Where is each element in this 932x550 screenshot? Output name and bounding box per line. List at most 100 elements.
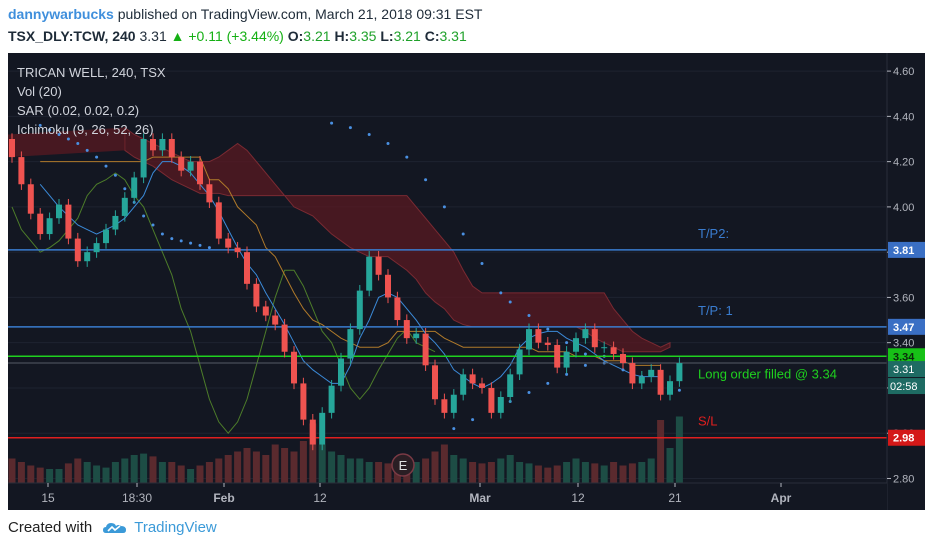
chikou-span-line [11, 172, 436, 434]
price-tick-label: 4.60 [893, 66, 914, 78]
open-label: O: [287, 28, 304, 44]
volume-bar [619, 465, 627, 483]
candle-body [544, 342, 551, 345]
price-label-text: 3.81 [893, 245, 914, 257]
price-axis[interactable]: 4.604.404.204.003.803.603.403.203.002.80… [886, 53, 925, 510]
volume-bar [657, 420, 665, 483]
sar-dot [66, 137, 70, 141]
volume-bar [46, 469, 54, 483]
volume-bar [243, 448, 251, 483]
sar-dot [330, 121, 334, 125]
price-label-badge [888, 241, 925, 258]
time-tick-label: 15 [41, 491, 55, 505]
high-value: 3.35 [349, 28, 377, 44]
volume-bar [168, 462, 176, 483]
volume-bar [17, 462, 25, 483]
sar-dot [452, 427, 456, 431]
ichimoku-cloud [8, 126, 671, 353]
sar-dot [104, 164, 108, 168]
candle-body [46, 218, 53, 235]
sar-dot [565, 372, 569, 376]
volume-bar [516, 462, 524, 483]
candle-body [244, 252, 250, 284]
candle-body [215, 202, 222, 239]
candle-body [469, 374, 476, 384]
time-axis[interactable]: 15 18:30 Feb 12 Mar 12 21 Apr [8, 482, 887, 510]
candle-body [526, 329, 532, 350]
volume-bar [27, 465, 35, 483]
symbol-line: TSX_DLY:TCW, 240 3.31 ▲ +0.11 (+3.44%) O… [8, 28, 467, 44]
price-chart[interactable]: T/P2: T/P: 1 Long order filled @ 3.34 S/L 4… [8, 53, 925, 510]
tradingview-brand[interactable]: TradingView [134, 519, 217, 536]
volume-bar [64, 463, 72, 483]
candle-body [375, 256, 382, 275]
candle-body [74, 238, 81, 262]
volume-bar [318, 444, 326, 483]
sar-dot [85, 148, 89, 152]
sar-dot [95, 155, 99, 159]
candle-body [629, 363, 636, 384]
price-line-label: T/P2: [698, 226, 729, 241]
volume-bar [487, 462, 495, 483]
candle-body [187, 161, 194, 171]
candle-body [450, 394, 457, 413]
volume-bar [149, 456, 157, 483]
volume-bar [375, 462, 383, 483]
candle-body [479, 383, 485, 388]
candle-body [601, 347, 608, 349]
volume-bar [262, 455, 270, 483]
sar-dot [207, 246, 211, 250]
price-label-badge [888, 429, 925, 446]
candle-body [347, 329, 354, 359]
candle-body [422, 333, 429, 366]
earnings-marker[interactable]: E [391, 453, 415, 477]
sar-dot [677, 388, 681, 392]
legend-sar[interactable]: SAR (0.02, 0.02, 0.2) [17, 103, 139, 118]
volume-bar [290, 451, 298, 483]
volume-bar [675, 416, 683, 483]
volume-bar [450, 455, 458, 483]
candle-body [27, 184, 34, 214]
sar-dot [583, 352, 587, 356]
candle-body [497, 397, 504, 413]
candle-body [620, 354, 626, 364]
volume-bar [309, 423, 317, 483]
price-tick-label: 4.20 [893, 157, 914, 169]
legend-vol[interactable]: Vol (20) [17, 84, 62, 99]
countdown-label: 02:58 [890, 381, 918, 393]
candle-body [37, 213, 44, 235]
candle-body [56, 204, 62, 219]
volume-bar [525, 463, 533, 483]
time-tick-label: 21 [668, 491, 682, 505]
sar-dot [405, 155, 409, 159]
sar-dot [179, 239, 183, 243]
volume-bar [478, 463, 486, 483]
volume-bar [224, 455, 232, 483]
time-tick-label: Mar [469, 491, 491, 505]
sar-dot [527, 314, 531, 318]
sar-dot [471, 418, 475, 422]
symbol-text: TSX_DLY:TCW, 240 [8, 28, 136, 44]
low-value: 3.21 [393, 28, 421, 44]
chart-panel[interactable]: T/P2: T/P: 1 Long order filled @ 3.34 S/L 4… [8, 53, 925, 510]
price-label-text: 3.34 [893, 351, 915, 363]
price-line-label: S/L [698, 414, 718, 429]
sar-dot [499, 291, 503, 295]
volume-bar [299, 441, 307, 483]
legend-ichimoku[interactable]: Ichimoku (9, 26, 52, 26) [17, 122, 154, 137]
candle-body [385, 274, 391, 298]
author-link[interactable]: dannywarbucks [8, 6, 114, 22]
volume-bar [506, 455, 514, 483]
sar-dot [546, 327, 550, 331]
candle-body [507, 374, 514, 397]
candle-body [432, 365, 438, 400]
sar-dot [189, 241, 193, 245]
candle-body [206, 184, 213, 203]
sar-dot [48, 128, 52, 132]
volume-bar [111, 462, 119, 483]
candle-body [18, 157, 25, 185]
volume-bar [83, 462, 91, 483]
sar-dot [57, 132, 61, 136]
volume-bar [55, 469, 63, 483]
volume-bar [234, 451, 242, 483]
